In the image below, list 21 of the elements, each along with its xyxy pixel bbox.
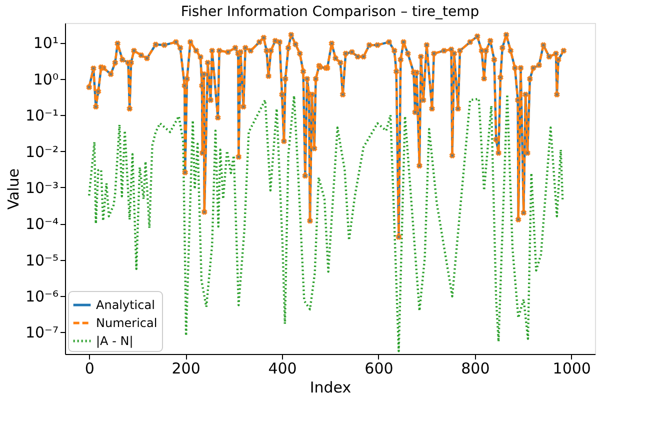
x-tick-label: 800 (461, 360, 490, 378)
y-tick-label: 10⁻² (25, 142, 58, 161)
y-tick-label: 10⁻³ (25, 178, 58, 197)
y-tick-label: 10⁻⁷ (25, 324, 58, 342)
y-tick-label: 10⁻⁴ (25, 215, 58, 234)
y-axis-title: Value (4, 168, 22, 210)
x-tick-label: 400 (268, 360, 297, 378)
y-tick-label: 10⁻¹ (25, 106, 58, 125)
y-tick-label: 10¹ (33, 34, 58, 52)
legend-label: |A - N| (96, 334, 134, 348)
legend-label: Analytical (96, 298, 155, 312)
x-tick-label: 0 (84, 360, 94, 378)
y-tick-label: 10⁰ (33, 70, 58, 88)
x-axis-title: Index (310, 378, 352, 396)
legend-label: Numerical (96, 316, 158, 330)
y-tick-label: 10⁻⁵ (25, 251, 58, 270)
x-tick-label: 200 (172, 360, 200, 378)
x-tick-label: 1000 (552, 360, 591, 378)
y-tick-label: 10⁻⁶ (25, 288, 58, 306)
chart-title: Fisher Information Comparison – tire_temp (180, 4, 480, 20)
x-tick-label: 600 (364, 360, 394, 378)
